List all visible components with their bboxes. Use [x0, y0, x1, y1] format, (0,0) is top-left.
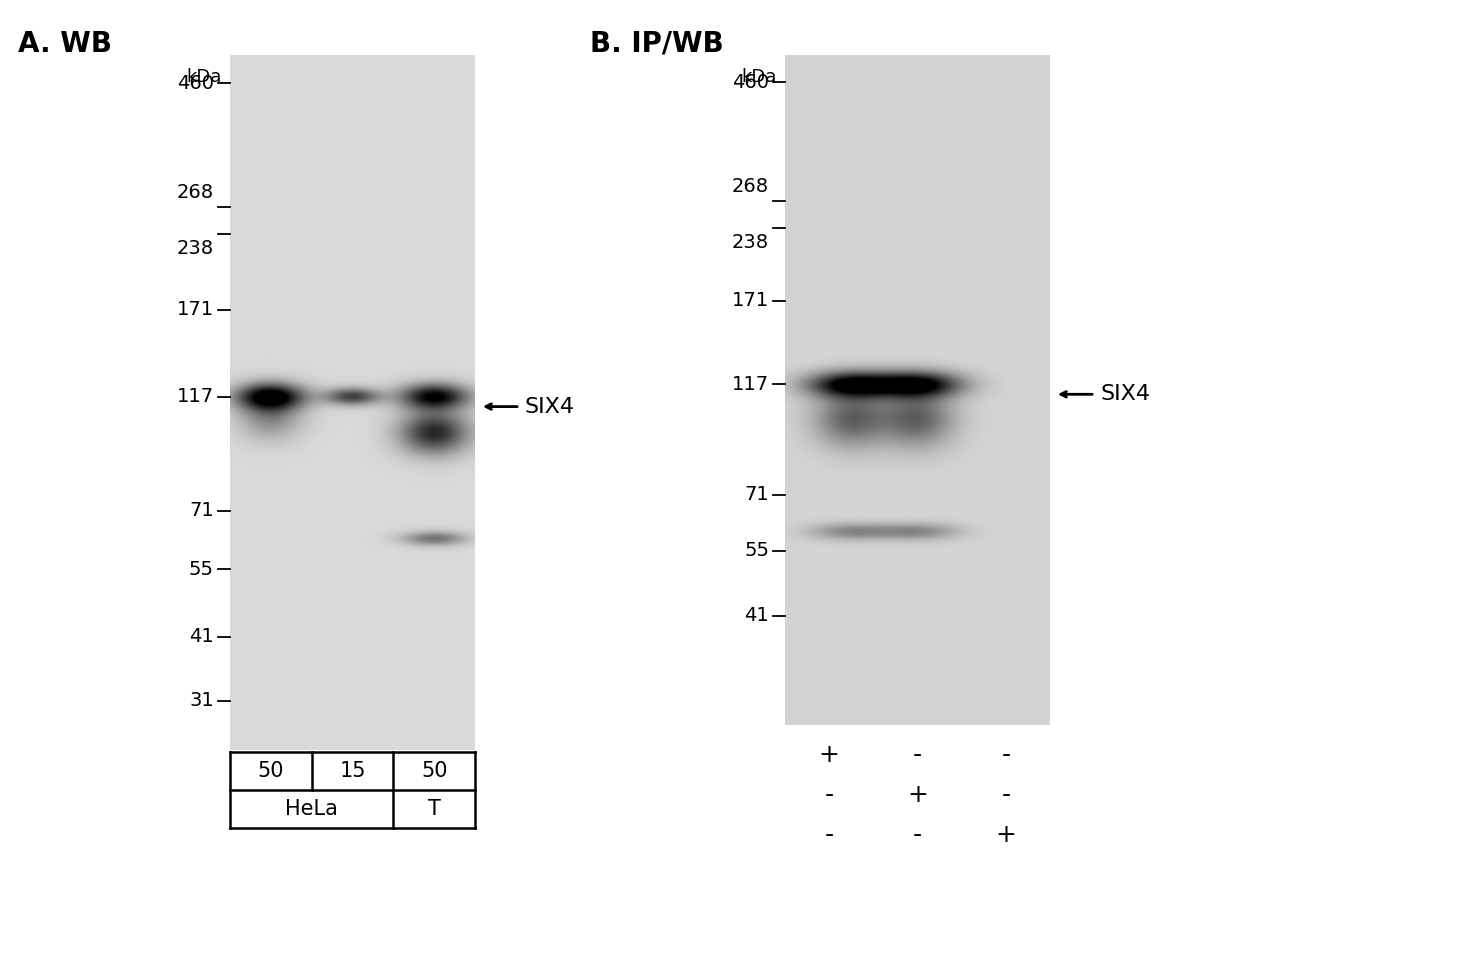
Text: -: -: [913, 743, 922, 767]
Text: 71: 71: [744, 486, 769, 504]
Text: SIX4: SIX4: [1100, 384, 1150, 405]
Text: 238: 238: [732, 233, 769, 252]
Text: 268: 268: [732, 177, 769, 197]
Text: HeLa: HeLa: [285, 799, 338, 819]
Text: -: -: [913, 823, 922, 847]
Text: -: -: [1002, 743, 1011, 767]
Text: B. IP/WB: B. IP/WB: [590, 30, 723, 58]
Text: 268: 268: [176, 183, 213, 201]
Text: 55: 55: [744, 541, 769, 560]
Text: +: +: [907, 783, 928, 807]
Text: -: -: [824, 823, 834, 847]
Text: 460: 460: [176, 74, 213, 92]
Text: 71: 71: [190, 501, 213, 521]
Text: 460: 460: [732, 73, 769, 91]
Text: 55: 55: [190, 559, 213, 579]
Text: kDa: kDa: [741, 68, 777, 86]
Text: A. WB: A. WB: [18, 30, 113, 58]
Text: SIX4: SIX4: [525, 397, 575, 416]
Text: 15: 15: [339, 761, 366, 781]
Text: 171: 171: [732, 291, 769, 310]
Text: kDa: kDa: [187, 68, 222, 86]
Text: 41: 41: [744, 606, 769, 626]
Text: 31: 31: [190, 691, 213, 710]
Text: -: -: [824, 783, 834, 807]
Text: +: +: [818, 743, 840, 767]
Text: 117: 117: [732, 375, 769, 394]
Text: +: +: [996, 823, 1017, 847]
Text: 238: 238: [176, 239, 213, 258]
Text: 117: 117: [176, 387, 213, 406]
Text: 171: 171: [176, 301, 213, 319]
Text: 50: 50: [421, 761, 448, 781]
Text: 41: 41: [190, 628, 213, 646]
Text: -: -: [1002, 783, 1011, 807]
Text: 50: 50: [258, 761, 285, 781]
Text: T: T: [428, 799, 440, 819]
